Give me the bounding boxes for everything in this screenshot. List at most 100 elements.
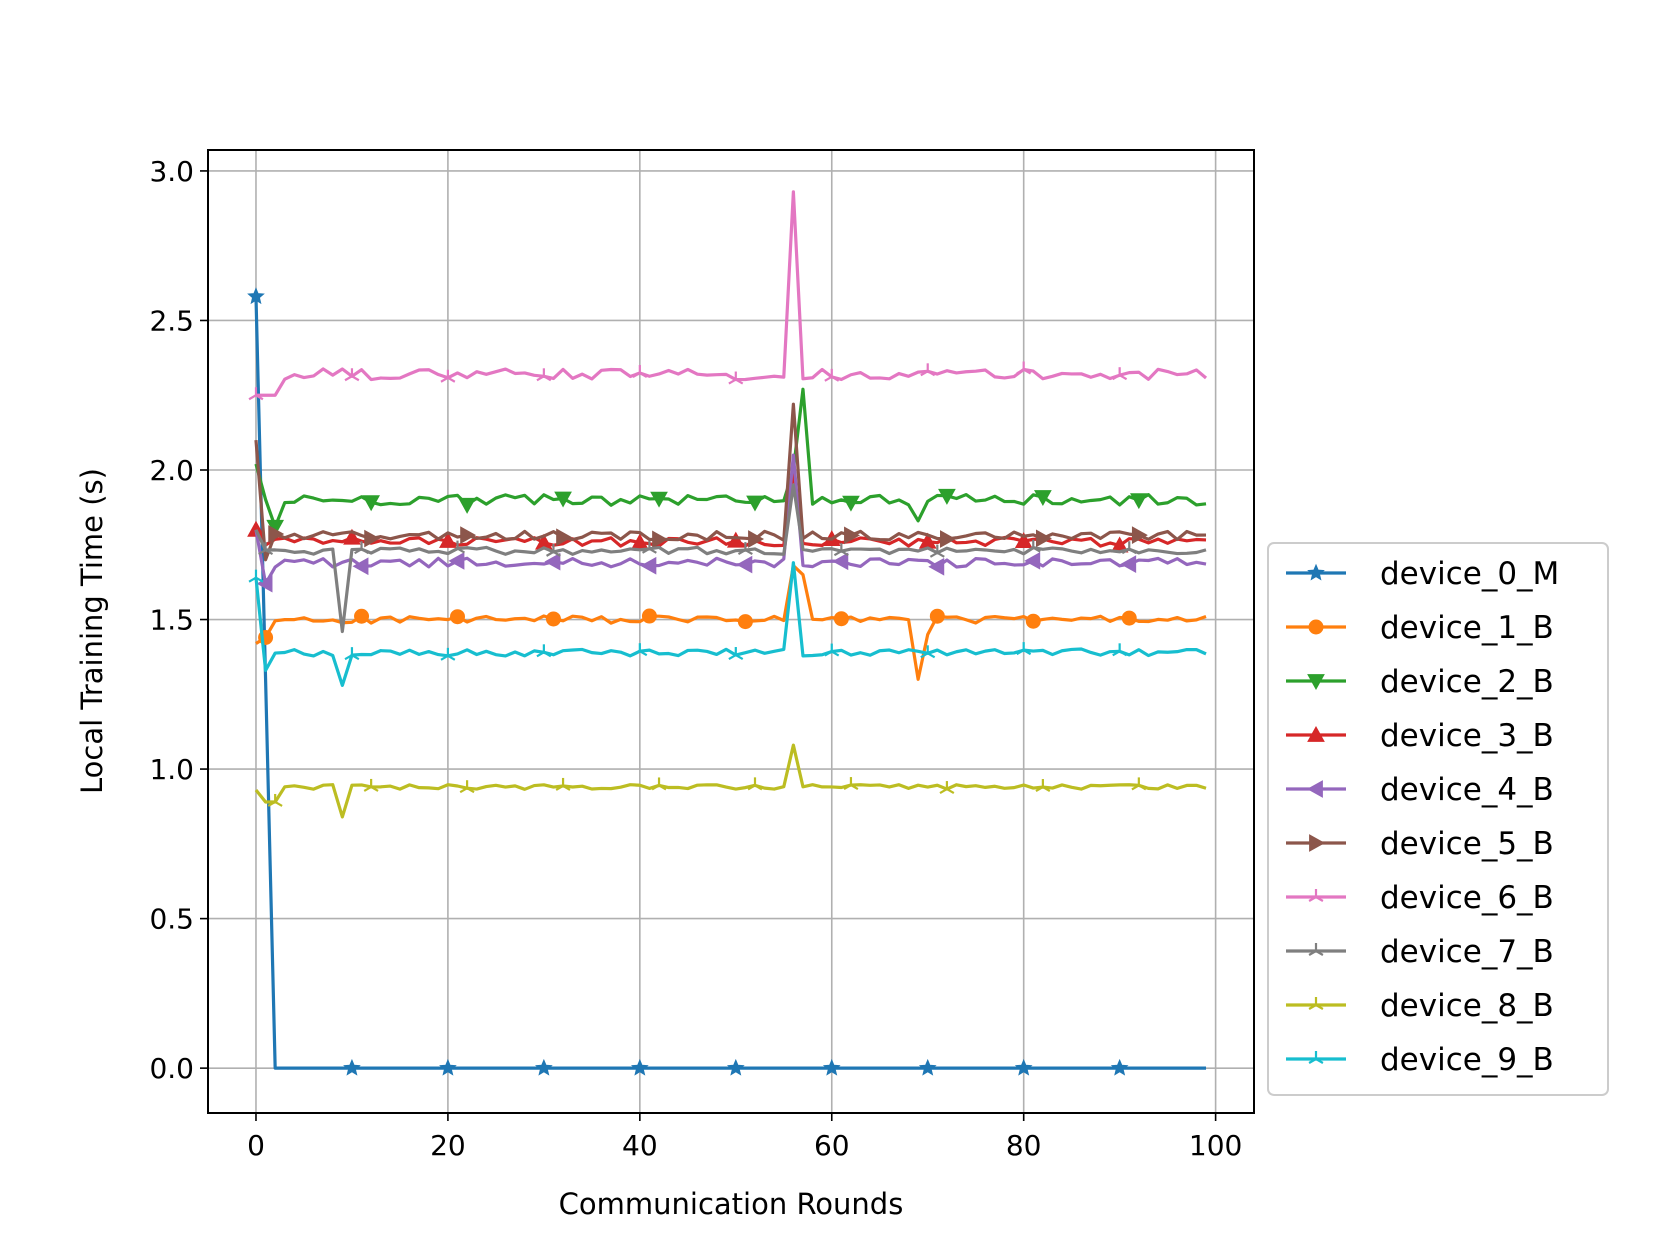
- data-point: [343, 528, 361, 545]
- legend-label: device_5_B: [1380, 826, 1554, 862]
- series-line: [254, 483, 1207, 634]
- series-device_1_B: [255, 564, 1207, 681]
- legend-label: device_7_B: [1380, 934, 1554, 970]
- data-point: [354, 541, 370, 555]
- data-point: [440, 369, 456, 383]
- y-tick-label: 0.0: [149, 1052, 194, 1085]
- x-tick-label: 60: [814, 1129, 850, 1162]
- data-point: [1131, 526, 1148, 544]
- x-tick-label: 80: [1006, 1129, 1042, 1162]
- data-point: [1129, 493, 1148, 510]
- data-point: [1014, 1058, 1033, 1076]
- series-line: [254, 561, 1207, 687]
- data-point: [632, 365, 648, 378]
- data-point: [728, 647, 744, 660]
- data-point: [535, 1058, 553, 1076]
- data-point: [545, 543, 561, 557]
- data-point: [1035, 779, 1051, 792]
- data-point: [641, 608, 657, 624]
- x-tick-label: 40: [622, 1129, 658, 1162]
- legend-marker: [1308, 619, 1324, 635]
- data-point: [641, 540, 657, 554]
- data-point: [354, 608, 370, 624]
- legend-item: device_9_B: [1286, 1042, 1554, 1078]
- data-point: [842, 495, 860, 512]
- data-point: [1112, 643, 1128, 657]
- legend-label: device_4_B: [1380, 772, 1554, 808]
- data-point: [824, 368, 840, 382]
- legend-item: device_5_B: [1286, 826, 1554, 862]
- series-line: [255, 190, 1208, 397]
- data-point: [536, 644, 552, 658]
- data-point: [1120, 555, 1137, 573]
- data-point: [918, 1058, 937, 1076]
- plot-frame: [207, 149, 1255, 1114]
- data-point: [1025, 613, 1041, 629]
- series-device_6_B: [248, 190, 1208, 401]
- data-point: [1016, 642, 1032, 656]
- data-point: [746, 495, 764, 512]
- ticks: 0 20 40 60 80 100 0.0 0.5 1.0 1.5 2.0 2.5 3.0: [149, 155, 1242, 1162]
- legend-marker: [1308, 889, 1324, 902]
- legend-label: device_2_B: [1380, 664, 1554, 700]
- data-point: [450, 609, 466, 625]
- legend-label: device_0_M: [1380, 556, 1559, 592]
- data-point: [460, 526, 477, 544]
- data-point: [536, 368, 552, 382]
- data-point: [833, 543, 849, 557]
- legend-frame: [1267, 542, 1609, 1096]
- legend: device_0_M device_1_B device_2_B device_3_B…: [1267, 542, 1609, 1096]
- data-point: [632, 643, 648, 657]
- legend-item: device_2_B: [1286, 664, 1554, 700]
- legend-item: device_1_B: [1286, 610, 1554, 646]
- data-point: [256, 574, 273, 593]
- data-point: [822, 1058, 841, 1076]
- legend-marker: [1308, 943, 1324, 956]
- data-point: [726, 531, 745, 548]
- data-point: [458, 497, 476, 514]
- data-point: [1024, 551, 1041, 570]
- data-point: [352, 557, 369, 576]
- legend-label: device_8_B: [1380, 988, 1554, 1024]
- legend-marker: [1309, 834, 1326, 852]
- series-device_7_B: [254, 483, 1207, 634]
- grid: [208, 150, 1254, 1113]
- data-point: [247, 287, 265, 305]
- data-point: [726, 1058, 745, 1076]
- series-device_4_B: [254, 453, 1207, 593]
- series-layer: [247, 190, 1208, 1076]
- data-point: [748, 530, 765, 548]
- data-point: [737, 542, 753, 556]
- data-point: [651, 777, 667, 791]
- legend-label: device_1_B: [1380, 610, 1554, 646]
- series-device_5_B: [254, 402, 1207, 562]
- series-device_0_M: [247, 287, 1207, 1076]
- data-point: [343, 1058, 361, 1076]
- series-line: [254, 453, 1207, 586]
- series-device_9_B: [248, 561, 1207, 687]
- data-point: [920, 645, 936, 659]
- data-point: [439, 531, 457, 548]
- x-tick-label: 0: [247, 1129, 265, 1162]
- legend-marker: [1308, 1051, 1324, 1064]
- legend-label: device_6_B: [1380, 880, 1554, 916]
- data-point: [938, 488, 956, 505]
- data-point: [728, 371, 744, 385]
- data-point: [1025, 539, 1041, 553]
- y-axis-label: Local Training Time (s): [75, 468, 109, 794]
- series-line: [254, 296, 1207, 1070]
- data-point: [258, 542, 274, 555]
- data-point: [650, 491, 668, 508]
- y-tick-label: 2.0: [149, 454, 194, 487]
- x-tick-label: 20: [430, 1129, 466, 1162]
- data-point: [440, 647, 456, 661]
- legend-item: device_4_B: [1286, 772, 1554, 808]
- data-point: [928, 557, 945, 576]
- x-axis-label: Communication Rounds: [559, 1187, 904, 1221]
- data-point: [248, 387, 264, 401]
- data-point: [555, 777, 571, 791]
- x-tick-label: 100: [1189, 1129, 1242, 1162]
- data-point: [929, 544, 945, 558]
- y-tick-label: 0.5: [149, 903, 194, 936]
